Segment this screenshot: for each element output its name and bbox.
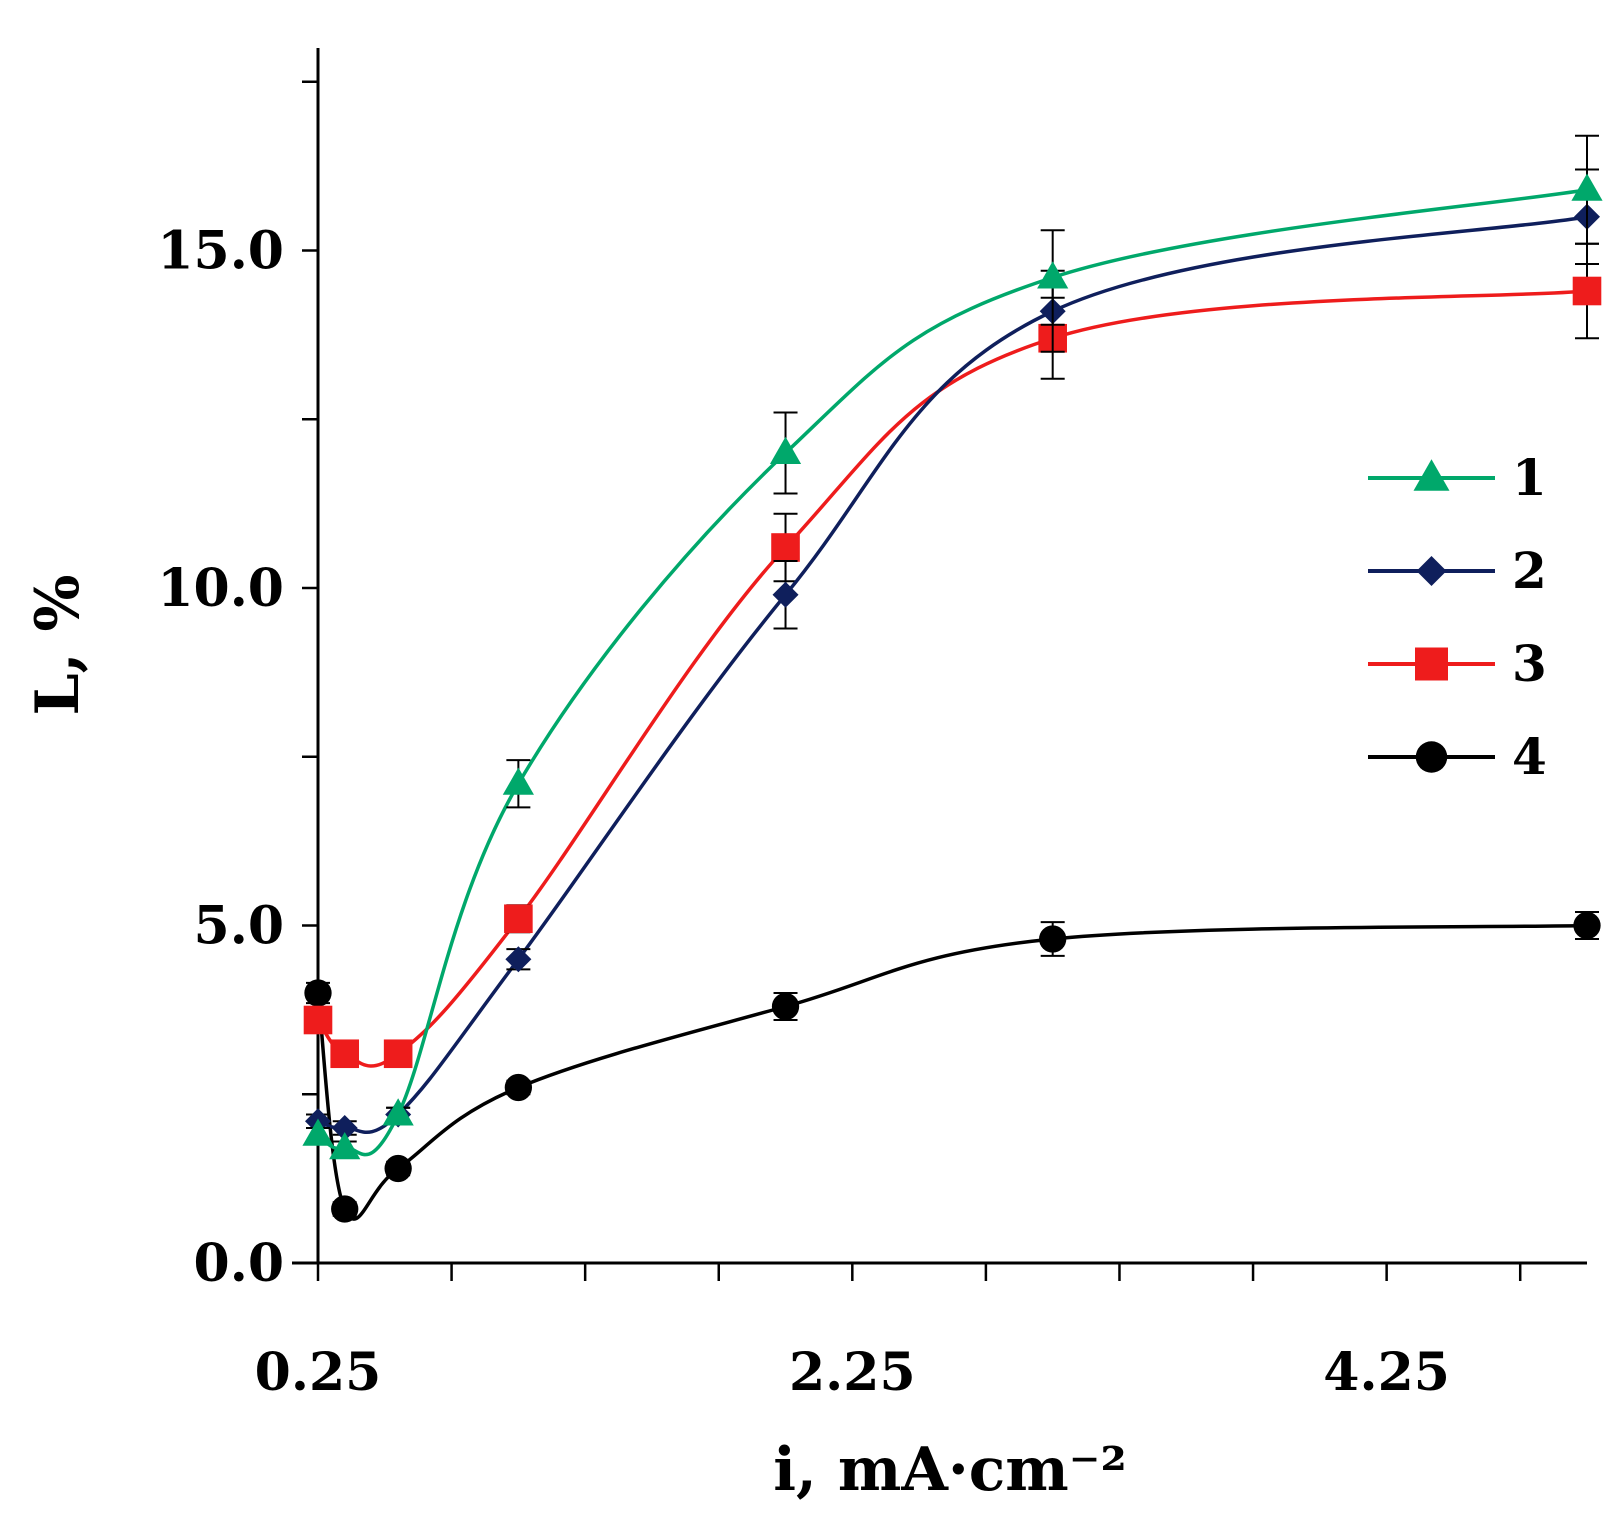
legend-marker <box>1416 556 1447 586</box>
x-tick-label: 0.25 <box>255 1342 382 1403</box>
data-point <box>505 946 532 973</box>
data-point <box>384 1154 412 1183</box>
legend-item-4: 4 <box>1368 727 1547 786</box>
series-layer <box>302 134 1603 1223</box>
legend-marker <box>1413 459 1450 491</box>
y-tick-label: 5.0 <box>194 896 284 957</box>
data-point <box>771 992 800 1021</box>
legend-marker <box>1415 741 1448 773</box>
y-tick-label: 10.0 <box>157 558 284 619</box>
data-point <box>769 436 802 465</box>
data-point <box>304 979 332 1007</box>
axis-ticks: 0.0 5.0 10.0 15.0 0.25 2.25 4.25 <box>157 80 1522 1403</box>
series-3 <box>303 242 1602 1069</box>
x-axis-title: i, mA·cm⁻² <box>773 1435 1126 1505</box>
legend-label: 2 <box>1512 541 1547 600</box>
data-point <box>383 1039 413 1069</box>
y-axis-title: L, % <box>23 575 93 716</box>
legend-label: 3 <box>1512 634 1547 693</box>
data-point <box>1039 925 1067 953</box>
axes <box>292 48 1587 1265</box>
series-2 <box>305 168 1600 1141</box>
legend-item-1: 1 <box>1368 448 1547 507</box>
x-tick-label: 4.25 <box>1323 1342 1450 1403</box>
data-point <box>771 533 800 562</box>
data-point <box>504 1073 533 1102</box>
x-tick-label: 2.25 <box>789 1342 916 1403</box>
legend-marker <box>1415 647 1448 681</box>
data-point <box>329 1132 361 1160</box>
legend-label: 1 <box>1512 448 1547 507</box>
data-point <box>504 904 533 934</box>
y-tick-label: 15.0 <box>157 221 284 282</box>
series-line <box>316 289 1588 1068</box>
data-point <box>1573 911 1601 940</box>
series-line <box>317 215 1588 1134</box>
series-4 <box>304 911 1601 1223</box>
data-point <box>331 1195 359 1223</box>
legend: 1 2 3 4 <box>1368 448 1547 786</box>
data-point <box>1037 261 1069 289</box>
legend-item-3: 3 <box>1368 634 1547 693</box>
legend-label: 4 <box>1512 727 1547 786</box>
y-tick-label: 0.0 <box>194 1233 284 1294</box>
data-point <box>502 767 534 795</box>
data-point <box>302 1118 334 1146</box>
data-point <box>303 1005 333 1035</box>
data-point <box>1572 276 1602 306</box>
data-point <box>330 1039 360 1069</box>
data-point <box>382 1098 414 1126</box>
series-line <box>316 188 1588 1157</box>
legend-item-2: 2 <box>1368 541 1547 600</box>
data-point <box>331 1115 358 1141</box>
series-1 <box>302 134 1603 1160</box>
data-point <box>1571 173 1603 201</box>
data-point <box>772 581 799 608</box>
